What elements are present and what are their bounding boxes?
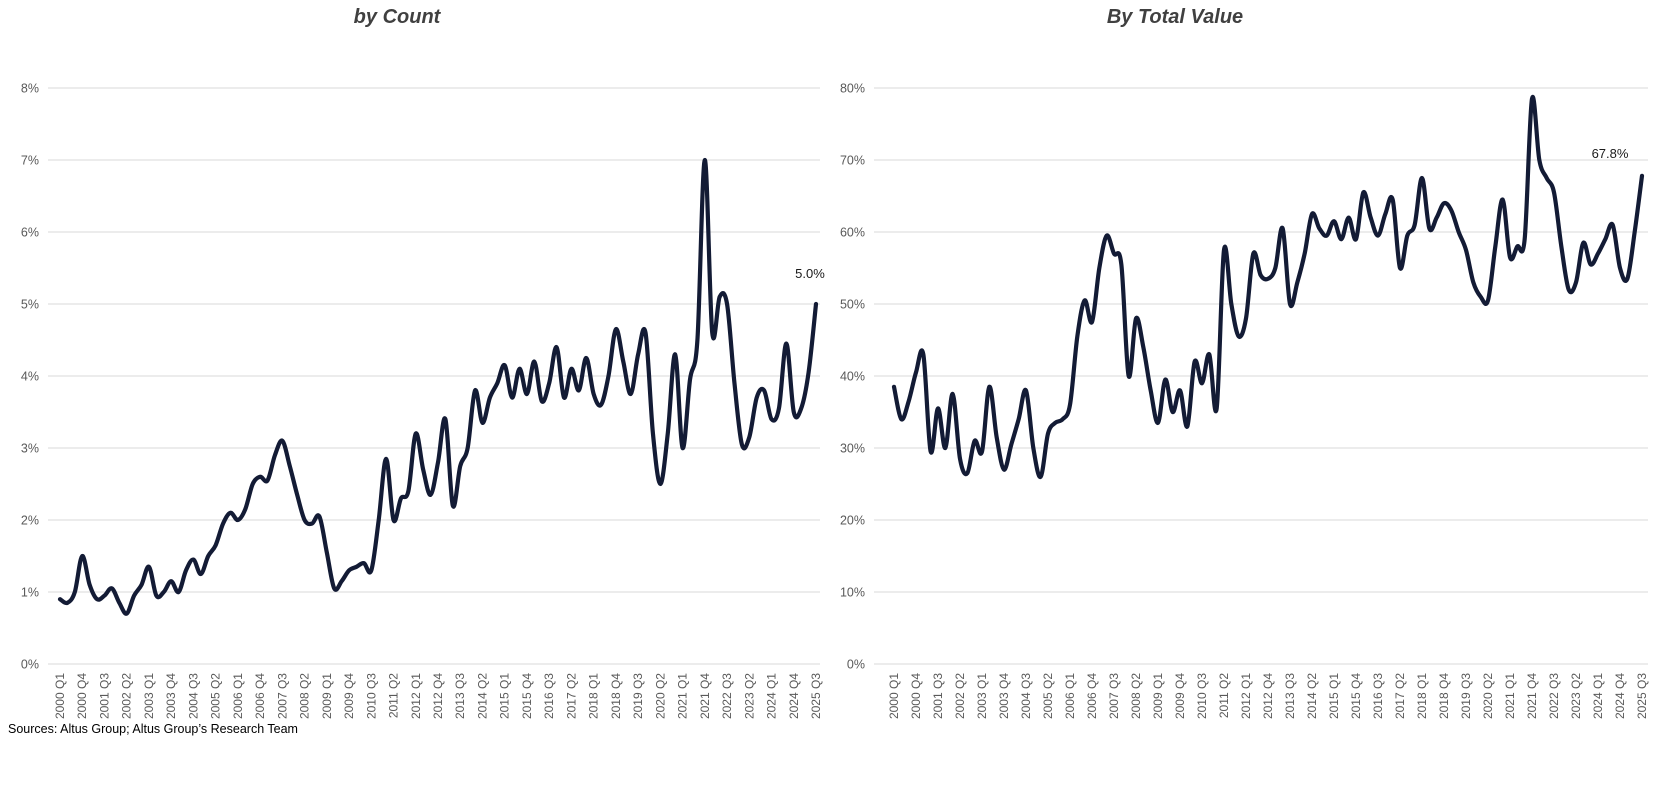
y-tick-label: 7%: [21, 154, 39, 168]
series-line: [891, 94, 1645, 479]
y-tick-label: 3%: [21, 442, 39, 456]
x-tick-label: 2012 Q1: [409, 673, 423, 719]
x-tick-label: 2010 Q3: [1195, 673, 1209, 719]
x-tick-label: 2006 Q1: [1063, 673, 1077, 719]
y-tick-label: 8%: [21, 82, 39, 96]
x-tick-label: 2022 Q3: [720, 673, 734, 719]
right-chart-title: By Total Value: [1106, 6, 1244, 28]
x-tick-label: 2006 Q1: [231, 673, 245, 719]
x-tick-label: 2003 Q1: [142, 673, 156, 719]
x-tick-label: 2009 Q1: [320, 673, 334, 719]
x-tick-label: 2023 Q2: [1569, 673, 1583, 719]
x-tick-label: 2017 Q2: [564, 673, 578, 719]
x-tick-label: 2009 Q4: [342, 673, 356, 719]
left-chart-canvas: 0% 1% 2% 3% 4% 5% 6% 7% 8% 2000 Q1 2000 Q4 2001 Q3 2…: [21, 82, 825, 720]
x-tick-label: 2018 Q4: [609, 673, 623, 719]
x-tick-label: 2025 Q3: [1635, 673, 1649, 719]
x-tick-label: 2018 Q1: [1415, 673, 1429, 719]
y-tick-label: 5%: [21, 298, 39, 312]
x-tick-label: 2021 Q4: [1525, 673, 1539, 719]
x-tick-label: 2000 Q1: [887, 673, 901, 719]
end-value-label: 67.8%: [1592, 146, 1629, 161]
x-tick-label: 2006 Q4: [253, 673, 267, 719]
y-tick-label: 0%: [847, 658, 865, 672]
x-tick-label: 2004 Q3: [1019, 673, 1033, 719]
x-tick-label: 2016 Q3: [1371, 673, 1385, 719]
x-tick-label: 2013 Q3: [1283, 673, 1297, 719]
y-tick-label: 50%: [840, 298, 865, 312]
x-tick-label: 2007 Q3: [275, 673, 289, 719]
x-tick-label: 2022 Q3: [1547, 673, 1561, 719]
x-tick-label: 2006 Q4: [1085, 673, 1099, 719]
x-tick-label: 2019 Q3: [631, 673, 645, 719]
y-tick-label: 10%: [840, 586, 865, 600]
x-tick-label: 2002 Q2: [120, 673, 134, 719]
x-tick-label: 2015 Q1: [498, 673, 512, 719]
x-tick-label: 2023 Q2: [742, 673, 756, 719]
x-tick-label: 2014 Q2: [1305, 673, 1319, 719]
x-tick-label: 2020 Q2: [1481, 673, 1495, 719]
x-tick-label: 2001 Q3: [931, 673, 945, 719]
x-tick-label: 2019 Q3: [1459, 673, 1473, 719]
x-tick-label: 2021 Q4: [698, 673, 712, 719]
y-tick-label: 30%: [840, 442, 865, 456]
x-tick-label: 2011 Q2: [1217, 673, 1231, 718]
x-tick-label: 2012 Q4: [1261, 673, 1275, 719]
y-tick-label: 1%: [21, 586, 39, 600]
x-tick-label: 2024 Q1: [1591, 673, 1605, 719]
x-tick-label: 2010 Q3: [364, 673, 378, 719]
x-tick-label: 2021 Q1: [676, 673, 690, 719]
x-tick-label: 2002 Q2: [953, 673, 967, 719]
x-tick-label: 2001 Q3: [97, 673, 111, 719]
x-tick-label: 2015 Q4: [1349, 673, 1363, 719]
x-tick-label: 2003 Q4: [164, 673, 178, 719]
x-tick-label: 2004 Q3: [186, 673, 200, 719]
x-tick-label: 2021 Q1: [1503, 673, 1517, 719]
x-tick-label: 2015 Q1: [1327, 673, 1341, 719]
x-tick-label: 2009 Q1: [1151, 673, 1165, 719]
y-tick-label: 0%: [21, 658, 39, 672]
x-tick-label: 2008 Q2: [1129, 673, 1143, 719]
x-tick-label: 2014 Q2: [475, 673, 489, 719]
x-tick-label: 2016 Q3: [542, 673, 556, 719]
x-tick-label: 2012 Q4: [431, 673, 445, 719]
series-line: [57, 157, 819, 616]
right-chart-canvas: 0% 10% 20% 30% 40% 50% 60% 70% 80% 2000 Q1 2000 Q4…: [840, 82, 1649, 720]
x-tick-label: 2018 Q4: [1437, 673, 1451, 719]
x-tick-label: 2000 Q1: [53, 673, 67, 719]
x-tick-label: 2011 Q2: [387, 673, 401, 718]
x-tick-label: 2018 Q1: [587, 673, 601, 719]
sources-note: Sources: Altus Group; Altus Group’s Rese…: [8, 722, 298, 736]
x-tick-label: 2013 Q3: [453, 673, 467, 719]
x-tick-label: 2012 Q1: [1239, 673, 1253, 719]
x-tick-label: 2007 Q3: [1107, 673, 1121, 719]
y-tick-label: 2%: [21, 514, 39, 528]
x-tick-label: 2017 Q2: [1393, 673, 1407, 719]
x-tick-label: 2003 Q1: [975, 673, 989, 719]
x-tick-label: 2000 Q4: [909, 673, 923, 719]
left-chart-title: by Count: [353, 6, 441, 28]
x-tick-label: 2024 Q4: [1613, 673, 1627, 719]
end-value-label: 5.0%: [795, 266, 825, 281]
y-tick-label: 20%: [840, 514, 865, 528]
y-tick-label: 70%: [840, 154, 865, 168]
x-tick-label: 2000 Q4: [75, 673, 89, 719]
y-tick-label: 6%: [21, 226, 39, 240]
y-tick-label: 80%: [840, 82, 865, 96]
x-tick-label: 2005 Q2: [1041, 673, 1055, 719]
y-tick-label: 4%: [21, 370, 39, 384]
x-tick-label: 2003 Q4: [997, 673, 1011, 719]
x-tick-label: 2008 Q2: [298, 673, 312, 719]
x-tick-label: 2015 Q4: [520, 673, 534, 719]
y-tick-label: 40%: [840, 370, 865, 384]
y-tick-label: 60%: [840, 226, 865, 240]
x-tick-label: 2009 Q4: [1173, 673, 1187, 719]
x-tick-label: 2025 Q3: [809, 673, 823, 719]
x-tick-label: 2024 Q1: [765, 673, 779, 719]
x-tick-label: 2020 Q2: [653, 673, 667, 719]
x-tick-label: 2005 Q2: [209, 673, 223, 719]
x-tick-label: 2024 Q4: [787, 673, 801, 719]
